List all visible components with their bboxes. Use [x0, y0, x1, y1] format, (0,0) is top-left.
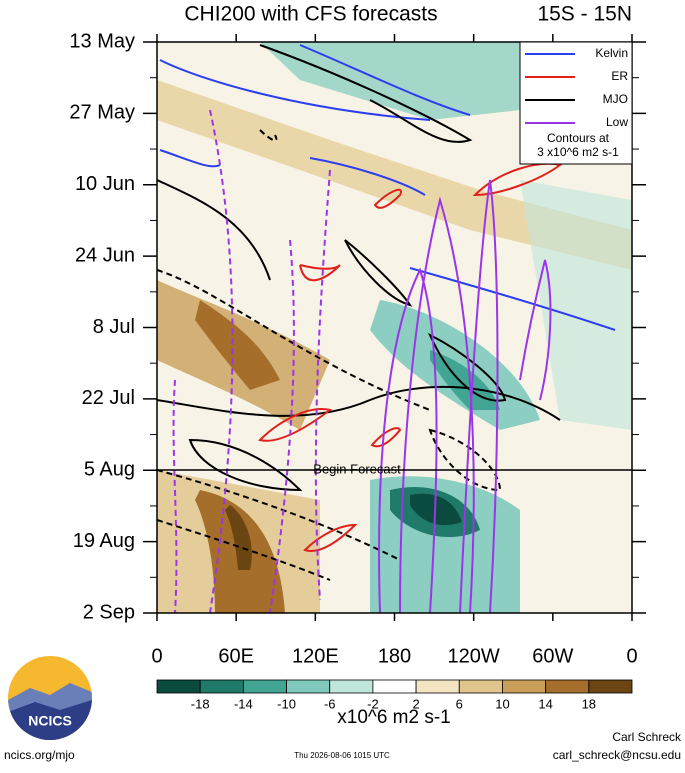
colorbar-box [415, 679, 460, 694]
region-label: 15S - 15N [537, 3, 632, 26]
contour-note: 3 x10^6 m2 s-1 [537, 145, 619, 159]
x-tick-label: 60W [532, 645, 573, 667]
x-tick-label: 60E [218, 645, 254, 667]
colorbar-box [372, 679, 417, 694]
colorbar-tick-label: 10 [495, 696, 509, 711]
contour-note: Contours at [547, 131, 610, 145]
y-tick-label: 5 Aug [84, 459, 135, 481]
y-tick-label: 27 May [69, 102, 135, 124]
colorbar-tick-label: -14 [234, 696, 253, 711]
logo-text: NCICS [28, 713, 72, 729]
y-tick-label: 19 Aug [73, 530, 135, 552]
colorbar-tick-label: -2 [367, 696, 379, 711]
y-tick-label: 13 May [69, 30, 135, 52]
url: ncics.org/mjo [4, 748, 75, 762]
legend-label: Low [606, 115, 628, 129]
y-tick-label: 22 Jul [82, 387, 135, 409]
colorbar-box [329, 679, 374, 694]
colorbar-box [286, 679, 331, 694]
colorbar-tick-label: 18 [582, 696, 596, 711]
timestamp: Thu 2026-08-06 1015 UTC [294, 751, 390, 760]
logo [8, 656, 92, 740]
x-tick-label: 180 [378, 645, 411, 667]
x-tick-label: 120W [448, 645, 500, 667]
colorbar-box [588, 679, 633, 694]
colorbar-tick-label: 6 [456, 696, 463, 711]
x-tick-label: 0 [626, 645, 637, 667]
colorbar-box [199, 679, 244, 694]
colorbar-label: x10^6 m2 s-1 [337, 707, 450, 728]
x-tick-label: 0 [151, 645, 162, 667]
y-tick-label: 2 Sep [83, 601, 135, 623]
x-tick-label: 120E [292, 645, 339, 667]
colorbar-tick-label: 2 [412, 696, 419, 711]
chart-title: CHI200 with CFS forecasts [184, 3, 437, 26]
author: Carl Schreck [612, 730, 682, 744]
colorbar-tick-label: -18 [191, 696, 210, 711]
legend-label: Kelvin [595, 46, 628, 60]
legend-label: MJO [603, 92, 628, 106]
colorbar-tick-label: -10 [277, 696, 296, 711]
y-tick-label: 10 Jun [75, 173, 135, 195]
legend-label: ER [611, 69, 628, 83]
email: carl_schreck@ncsu.edu [553, 748, 681, 762]
colorbar-box [458, 679, 503, 694]
colorbar-box [156, 679, 201, 694]
colorbar-tick-label: 14 [538, 696, 552, 711]
colorbar-box [242, 679, 287, 694]
contours [157, 44, 616, 613]
y-tick-label: 8 Jul [93, 316, 135, 338]
colorbar-tick-label: -6 [324, 696, 336, 711]
y-tick-label: 24 Jun [75, 244, 135, 266]
legend [519, 41, 633, 165]
colorbar-box [502, 679, 547, 694]
colorbar-box [545, 679, 590, 694]
annotation: Begin Forecast [313, 461, 401, 476]
